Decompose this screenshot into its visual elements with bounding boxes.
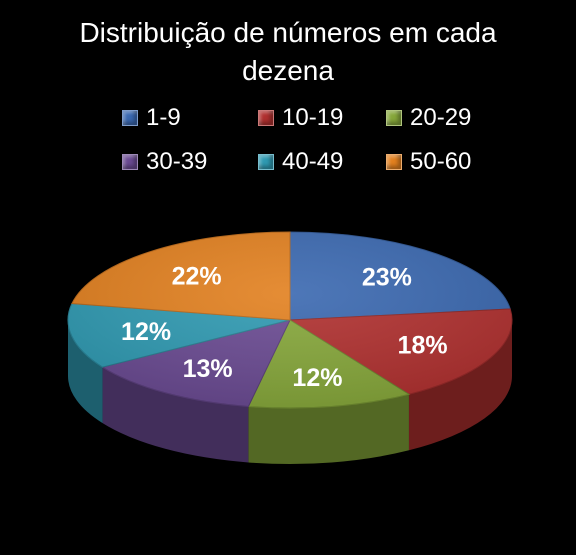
pie-side-10-19 [408, 320, 512, 451]
pie-side-40-49 [68, 320, 103, 424]
legend-swatch [386, 154, 402, 170]
pie-slices [67, 231, 513, 409]
pie-sides [68, 320, 512, 464]
legend-item-1-9: 1-9 [122, 104, 181, 132]
slice-label-40-49: 12% [121, 318, 171, 346]
slice-label-20-29: 12% [292, 364, 342, 392]
legend-label: 1-9 [146, 104, 181, 131]
pie-top-shading [68, 232, 512, 408]
legend-label: 50-60 [410, 148, 472, 175]
legend-swatch [386, 110, 402, 126]
chart-title: Distribuição de números em cada dezena [0, 14, 576, 90]
legend-swatch [258, 110, 274, 126]
legend-item-50-60: 50-60 [386, 148, 471, 176]
legend-item-20-29: 20-29 [386, 104, 471, 132]
legend-label: 20-29 [410, 104, 472, 131]
legend-swatch [122, 110, 138, 126]
legend-swatch [122, 154, 138, 170]
legend-item-30-39: 30-39 [122, 148, 207, 176]
slice-label-10-19: 18% [398, 332, 448, 360]
legend-swatch [258, 154, 274, 170]
chart-title-line-2: dezena [242, 55, 334, 86]
slice-label-1-9: 23% [362, 263, 412, 291]
pie-side-20-29 [248, 394, 409, 464]
legend-item-40-49: 40-49 [258, 148, 343, 176]
legend-label: 40-49 [282, 148, 344, 175]
legend-item-10-19: 10-19 [258, 104, 343, 132]
slice-label-30-39: 13% [183, 355, 233, 383]
chart-title-line-1: Distribuição de números em cada [79, 17, 497, 48]
pie-side-30-39 [102, 367, 249, 463]
pie-labels: 23%18%12%13%12%22% [121, 262, 448, 392]
slice-label-50-60: 22% [172, 262, 222, 290]
legend-label: 30-39 [146, 148, 208, 175]
legend-label: 10-19 [282, 104, 344, 131]
